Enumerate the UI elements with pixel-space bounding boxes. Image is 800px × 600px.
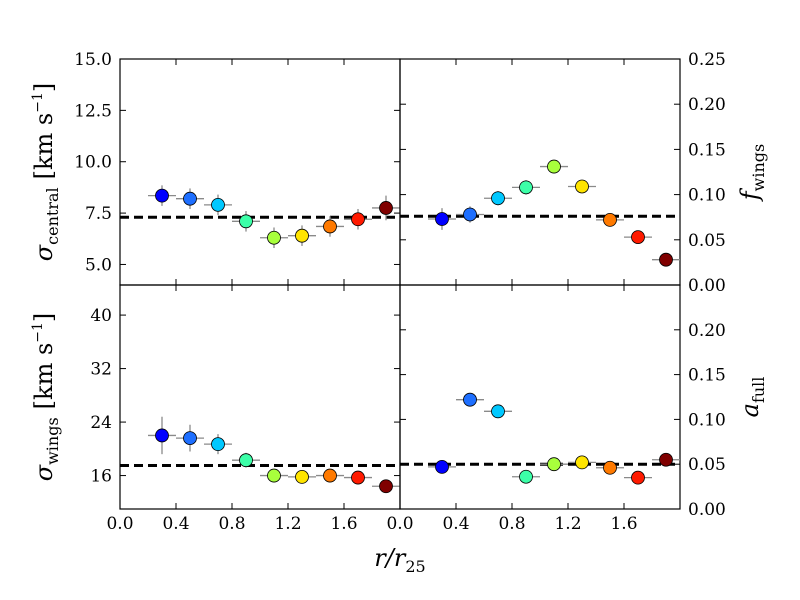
data-point [435,459,449,474]
data-point [463,392,477,407]
data-point [519,469,533,484]
y-tick-label: 0.15 [688,140,726,160]
data-point [239,453,253,468]
data-point [631,470,645,485]
data-point [211,437,225,452]
data-point [267,468,281,483]
data-point [435,212,449,226]
svg-text:afull: afull [736,377,768,418]
y-tick-label: 0.00 [688,500,726,520]
data-point [519,180,533,195]
y-tick-label: 10.0 [74,153,112,173]
data-point [295,470,309,484]
data-point [155,428,169,443]
x-tick-label: 0.4 [442,514,469,534]
panel-frame [399,284,681,510]
y-tick-label: 0.10 [688,186,726,206]
y-tick-label: 16 [90,467,112,487]
ylabel-sigma-wings: σwings[km s−1] [30,313,62,482]
data-point [659,252,673,267]
y-tick-label: 5.0 [85,255,112,275]
y-tick-label: 24 [90,413,112,433]
panel-f-wings: 0.00 0.05 0.10 0.15 0.20 0.25 [399,50,726,296]
y-tick-label: 0.15 [688,366,726,386]
y-tick-label: 0.00 [688,276,726,296]
data-point [183,191,197,206]
data-point [211,197,225,212]
y-tick-label: 0.05 [688,231,726,251]
x-tick-label: 1.2 [274,514,301,534]
data-point [323,219,337,234]
data-point [295,228,309,243]
data-point [267,230,281,245]
y-tick-label: 32 [90,360,112,380]
data-point [575,179,589,194]
ylabel-f-wings: fwings [736,144,768,202]
x-tick-label: 0.4 [162,514,189,534]
data-point [491,191,505,206]
data-point [575,455,589,470]
svg-text:σcentral[km s−1]: σcentral[km s−1] [30,83,62,261]
y-tick-label: 40 [90,306,112,326]
data-point [603,460,617,475]
data-point [603,213,617,227]
panel-sigma-wings: 16 24 32 40 0.0 0.4 0.8 1.2 1.6 [90,284,401,534]
data-point [463,207,477,222]
y-tick-label: 12.5 [74,101,112,121]
y-tick-label: 15.0 [74,50,112,70]
x-tick-label: 1.2 [554,514,581,534]
y-tick-label: 7.5 [85,204,112,224]
y-tick-label: 0.20 [688,321,726,341]
data-point [631,230,645,244]
data-point [547,457,561,472]
panel-frame [399,58,681,286]
data-point [183,431,197,446]
ylabel-sigma-central: σcentral[km s−1] [30,83,62,261]
x-tick-label: 0.8 [218,514,245,534]
data-point [239,214,253,229]
svg-text:fwings: fwings [736,144,768,202]
y-tick-label: 0.20 [688,95,726,115]
x-tick-label: 1.6 [610,514,637,534]
y-tick-label: 0.05 [688,455,726,475]
ylabel-a-full: afull [736,377,768,418]
panel-sigma-central: 5.0 7.5 10.0 12.5 15.0 [74,50,401,286]
data-point [659,452,673,467]
data-point [351,470,365,485]
data-point [491,404,505,419]
data-point [323,468,337,483]
data-point [379,479,393,494]
panels-layer: 5.07.510.012.515.00.000.050.100.150.200.… [74,50,726,534]
x-tick-label: 0.8 [498,514,525,534]
x-tick-label: 0.0 [106,514,133,534]
data-point [351,212,365,227]
panel-frame [119,58,401,286]
panel-a-full: 0.00 0.05 0.10 0.15 0.20 0.0 0.4 0.8 1.2 1.6 [386,284,726,534]
data-point [547,159,561,174]
xlabel: r/r25 [374,544,425,576]
x-tick-label: 1.6 [330,514,357,534]
y-tick-label: 0.10 [688,410,726,430]
data-point [379,201,393,215]
x-tick-label: 0.0 [386,514,413,534]
data-point [155,188,169,203]
y-tick-label: 0.25 [688,50,726,70]
svg-text:σwings[km s−1]: σwings[km s−1] [30,313,62,482]
